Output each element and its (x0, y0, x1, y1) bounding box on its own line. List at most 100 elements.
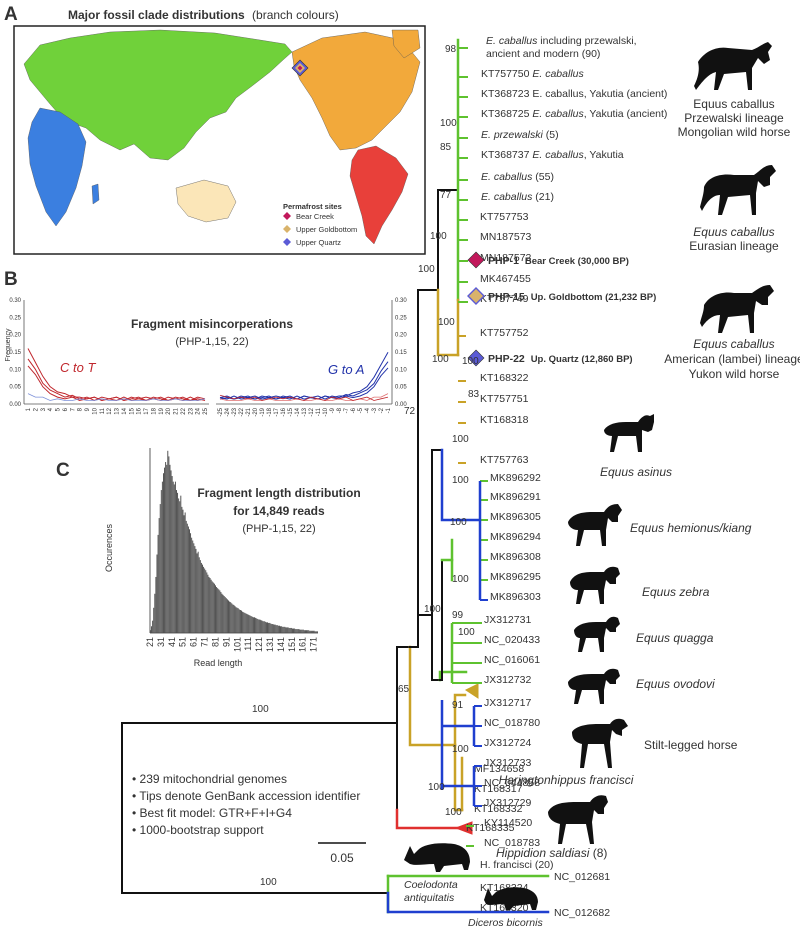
hist-bar (182, 509, 184, 633)
y-tick-label: 0.00 (395, 402, 407, 408)
species-g1-name: Equus caballus (693, 97, 774, 111)
species-hippidion: Hippidion saldiasi (8) (496, 846, 607, 860)
gtoa-label: G to A (328, 362, 364, 377)
hist-bar (242, 611, 244, 633)
hist-bar (271, 624, 273, 633)
rhino-silhouette-icon (484, 887, 538, 910)
misinc-line (27, 365, 206, 402)
x-tick-label: 12 (107, 407, 113, 414)
x-tick-label: -10 (323, 407, 329, 416)
x-tick-label: -22 (239, 407, 245, 416)
hist-bar (290, 627, 292, 633)
hist-bar (200, 562, 202, 633)
hist-bar (288, 627, 290, 633)
hist-bar (202, 564, 203, 633)
hist-bar (286, 627, 288, 633)
tip-label: MK896294 (490, 531, 541, 543)
species-coelodonta-2: antiquitatis (404, 892, 455, 904)
ovodovi-silhouette-icon (568, 668, 620, 704)
map-title: Major fossil clade distributions (68, 8, 245, 22)
hist-bar (195, 548, 197, 633)
x-tick-label: 22 (181, 407, 187, 414)
hist-bar (269, 622, 271, 633)
hist-bar (277, 625, 279, 633)
hist-bar (249, 615, 251, 633)
hist-bar (310, 630, 312, 633)
hist-bar (307, 630, 309, 633)
y-tick-label: 0.05 (9, 385, 21, 391)
hist-bar (248, 615, 250, 633)
map-legend-item-upper-goldbottom: Upper Goldbottom (296, 225, 357, 234)
onager-silhouette-icon (568, 504, 622, 546)
x-tick-label: -23 (232, 407, 238, 416)
hist-x-tick-label: 51 (178, 637, 188, 647)
hist-bar (187, 526, 189, 633)
hist-bar (229, 601, 231, 633)
hist-bar (166, 464, 168, 633)
hist-bar (283, 626, 285, 633)
hist-bar (276, 625, 278, 633)
hist-bar (199, 560, 201, 633)
x-tick-label: 10 (92, 407, 98, 414)
tip-label: JX312729 (484, 797, 531, 809)
hist-bar (309, 630, 311, 633)
hist-bar (158, 518, 160, 633)
hist-x-tick-label: 161 (298, 637, 308, 652)
hist-bar (251, 616, 253, 633)
x-tick-label: -20 (253, 407, 259, 416)
species-stilt-legged: Stilt-legged horse (644, 738, 738, 752)
species-g3-lineage: American (lambei) lineage (664, 352, 800, 366)
hist-bar (183, 515, 185, 633)
hist-bar (311, 630, 313, 633)
horse-silhouette-icon (694, 42, 772, 90)
hist-bar (192, 540, 194, 633)
y-tick-label: 0.10 (395, 367, 407, 373)
hist-bar (224, 597, 226, 633)
hist-bar (220, 592, 222, 633)
x-tick-label: 8 (78, 407, 84, 411)
tip-label: MF134658 (474, 763, 524, 775)
hist-xlabel: Read length (194, 658, 243, 668)
php-1-label: PHP-1 Bear Creek (30,000 BP) (488, 255, 629, 267)
php-22-desc: Up. Quartz (12,860 BP) (531, 354, 633, 365)
panel-label-a: A (4, 4, 18, 25)
hist-bar (209, 578, 211, 633)
hist-bar (211, 581, 213, 633)
bootstrap-value: 100 (424, 604, 441, 615)
hist-bar (314, 631, 316, 633)
php-22-label: PHP-22 Up. Quartz (12,860 BP) (488, 353, 633, 365)
misinc-line (219, 394, 389, 401)
x-tick-label: 15 (129, 407, 135, 414)
hist-bar (213, 583, 215, 633)
bootstrap-value: 100 (260, 877, 277, 888)
x-tick-label: 21 (174, 407, 180, 414)
tip-label: ancient and modern (90) (486, 48, 600, 60)
tip-label: KT757750 E. caballus (481, 68, 584, 80)
hist-bar (159, 504, 161, 633)
misinc-title: Fragment misincorperations (131, 317, 293, 331)
species-asinus: Equus asinus (600, 465, 672, 479)
hist-bar (238, 609, 240, 633)
south-america-region (349, 145, 409, 245)
australia-region (175, 179, 237, 223)
hist-bar (204, 568, 206, 633)
y-tick-label: 0.15 (395, 350, 407, 356)
x-tick-label: 5 (56, 407, 62, 411)
tip-label: KT368725 E. caballus, Yakutia (ancient) (481, 108, 667, 120)
hist-bar (172, 481, 174, 633)
tip-label: MN187573 (480, 231, 532, 243)
hist-bar (315, 631, 317, 633)
hist-bar (239, 610, 241, 633)
hist-bar (258, 619, 260, 633)
misinc-ylabel: Frequency (5, 328, 12, 362)
tip-label: MK467455 (480, 273, 531, 285)
hist-x-tick-label: 141 (276, 637, 286, 652)
hist-bar (270, 623, 272, 633)
tip-label: KT757749 (480, 293, 529, 305)
world-map (13, 25, 426, 255)
species-quagga: Equus quagga (636, 631, 714, 645)
x-tick-label: -7 (344, 407, 350, 413)
outgroup-tip: NC_012681 (554, 871, 610, 883)
hist-x-tick-label: 121 (254, 637, 264, 652)
stilt-horse-silhouette-icon (572, 718, 628, 768)
